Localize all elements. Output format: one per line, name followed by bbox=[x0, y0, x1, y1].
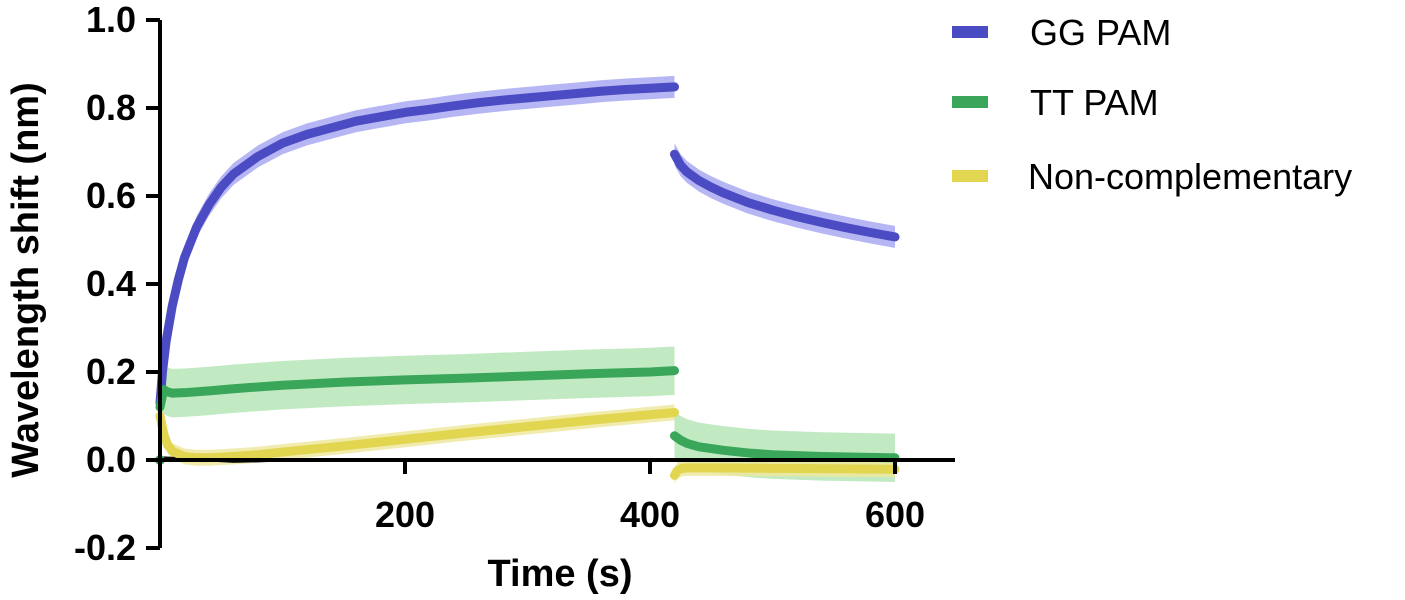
legend-label: Non-complementary bbox=[1028, 156, 1352, 197]
y-axis-title: Wavelength shift (nm) bbox=[5, 82, 47, 477]
x-tick-label: 600 bbox=[865, 494, 925, 535]
line-non-complementary-0 bbox=[155, 407, 679, 463]
legend-label: TT PAM bbox=[1030, 82, 1159, 123]
band-tt-pam-0 bbox=[160, 346, 675, 432]
y-tick-label: 0.8 bbox=[86, 87, 136, 128]
x-tick-label: 400 bbox=[620, 494, 680, 535]
y-tick-label: 1.0 bbox=[86, 0, 136, 40]
line-gg-pam-0 bbox=[155, 82, 679, 408]
line-gg-pam-1 bbox=[670, 149, 900, 242]
y-tick-label: 0.6 bbox=[86, 175, 136, 216]
legend-label: GG PAM bbox=[1030, 12, 1171, 53]
line-tt-pam-0 bbox=[155, 366, 679, 412]
legend: GG PAM TT PAM Non-complementary bbox=[952, 12, 1352, 197]
band-gg-pam-1 bbox=[674, 143, 895, 248]
line-tt-pam-1 bbox=[670, 431, 900, 463]
x-axis-title: Time (s) bbox=[487, 553, 632, 595]
y-tick-label: -0.2 bbox=[74, 527, 136, 568]
axes: -0.2 0.0 0.2 0.4 0.6 0.8 1.0 200 400 600 bbox=[74, 0, 955, 568]
x-tick-label: 200 bbox=[375, 494, 435, 535]
y-tick-label: 0.2 bbox=[86, 351, 136, 392]
y-tick-label: 0.4 bbox=[86, 263, 136, 304]
line-non-complementary-1 bbox=[670, 463, 900, 480]
y-tick-label: 0.0 bbox=[86, 439, 136, 480]
